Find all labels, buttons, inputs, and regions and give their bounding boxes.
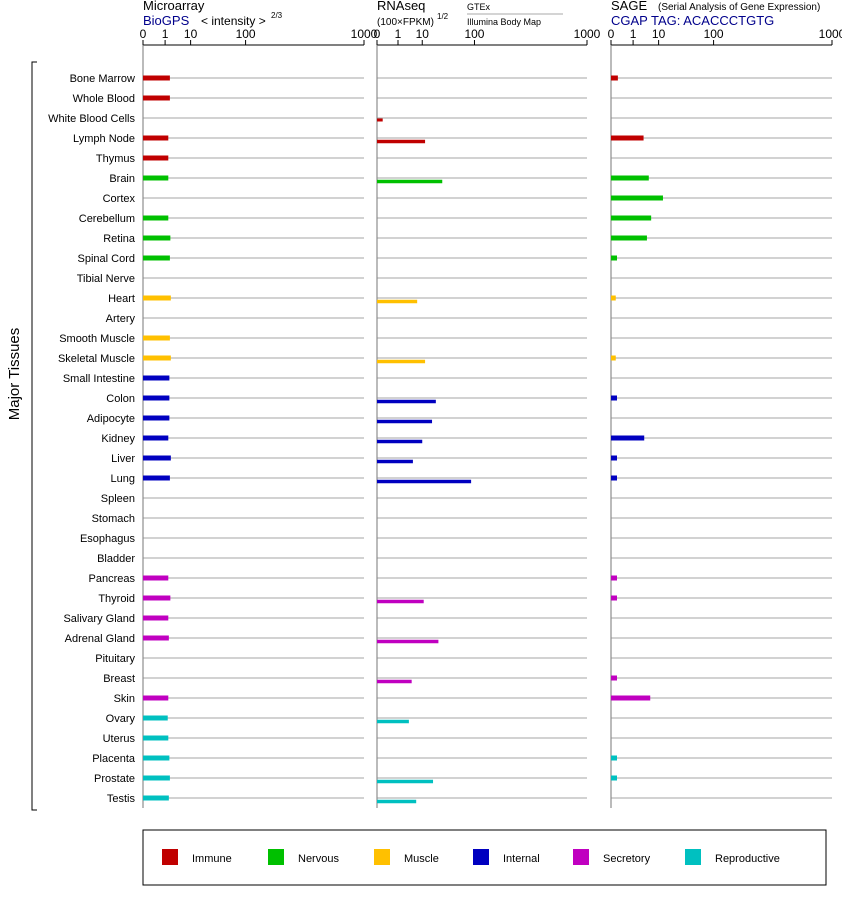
panel-source: BioGPS: [143, 13, 190, 28]
tissue-label: Spleen: [101, 493, 135, 505]
tissue-label: Smooth Muscle: [59, 333, 135, 345]
major-tissues-label: Major Tissues: [6, 328, 23, 421]
legend-swatch-nervous: [268, 849, 284, 865]
tissue-label: Pituitary: [95, 653, 135, 665]
tissue-label: Kidney: [101, 433, 135, 445]
tissue-label: White Blood Cells: [48, 113, 135, 125]
tissue-label: Skin: [114, 693, 135, 705]
tissue-label: Cortex: [103, 193, 136, 205]
x-tick-label: 1: [162, 27, 169, 41]
tissue-label: Lymph Node: [73, 133, 135, 145]
x-tick-label: 1: [395, 27, 402, 41]
tissue-label: Placenta: [92, 753, 136, 765]
panel-rnaseq: RNAseq (100×FPKM)1/2 GTEx Illumina Body Map…: [374, 0, 601, 808]
legend-label: Muscle: [404, 853, 439, 865]
x-tick-label: 1000: [351, 27, 378, 41]
tissue-label: Stomach: [92, 513, 135, 525]
tissue-label: Liver: [111, 453, 135, 465]
x-tick-label: 1000: [819, 27, 842, 41]
tissue-label: Spinal Cord: [78, 253, 135, 265]
tissue-label: Thyroid: [98, 593, 135, 605]
tissue-label: Thymus: [96, 153, 136, 165]
legend-label: Secretory: [603, 853, 651, 865]
scale-exponent: 2/3: [271, 11, 283, 20]
tissue-label: Pancreas: [89, 573, 136, 585]
panel-title: Microarray: [143, 0, 205, 13]
tissue-label: Bone Marrow: [70, 73, 135, 85]
legend-swatch-internal: [473, 849, 489, 865]
x-tick-label: 1000: [574, 27, 601, 41]
scale-label: (100×FPKM): [377, 17, 434, 28]
legend-swatch-reproductive: [685, 849, 701, 865]
source-gtex: GTEx: [467, 2, 491, 12]
legend-label: Immune: [192, 853, 232, 865]
tissue-label: Salivary Gland: [63, 613, 135, 625]
tissue-labels: Bone Marrow Whole Blood White Blood Cells L…: [48, 73, 136, 805]
panel-subtitle: (Serial Analysis of Gene Expression): [658, 2, 820, 13]
tissue-label: Uterus: [103, 733, 136, 745]
tissue-label: Testis: [107, 793, 136, 805]
x-tick-label: 100: [704, 27, 724, 41]
major-tissues-bracket: Major Tissues: [6, 61, 37, 811]
tissue-label: Prostate: [94, 773, 135, 785]
source-illumina: Illumina Body Map: [467, 17, 541, 27]
scale-label: < intensity >: [201, 14, 266, 28]
tissue-label: Bladder: [97, 553, 135, 565]
tissue-label: Artery: [106, 313, 136, 325]
tissue-label: Small Intestine: [63, 373, 135, 385]
x-tick-label: 0: [374, 27, 381, 41]
x-tick-label: 0: [140, 27, 147, 41]
tissue-label: Colon: [106, 393, 135, 405]
x-tick-label: 100: [236, 27, 256, 41]
tissue-label: Esophagus: [80, 533, 136, 545]
x-tick-label: 10: [416, 27, 430, 41]
legend-swatch-secretory: [573, 849, 589, 865]
x-tick-label: 10: [184, 27, 198, 41]
tissue-label: Heart: [108, 293, 135, 305]
panel-source: CGAP TAG: ACACCCTGTG: [611, 13, 774, 28]
legend-label: Internal: [503, 853, 540, 865]
tissue-label: Ovary: [106, 713, 136, 725]
tissue-label: Whole Blood: [73, 93, 135, 105]
tissue-label: Breast: [103, 673, 135, 685]
tissue-label: Cerebellum: [79, 213, 135, 225]
panel-sage: SAGE (Serial Analysis of Gene Expression)…: [608, 0, 842, 808]
tissue-label: Tibial Nerve: [77, 273, 135, 285]
x-tick-label: 10: [652, 27, 666, 41]
x-tick-label: 100: [464, 27, 484, 41]
tissue-label: Lung: [111, 473, 135, 485]
scale-exponent: 1/2: [437, 12, 449, 21]
tissue-label: Retina: [103, 233, 136, 245]
legend-box: [142, 829, 827, 886]
tissue-label: Skeletal Muscle: [58, 353, 135, 365]
legend: Immune Nervous Muscle Internal Secretory Repr…: [142, 829, 827, 886]
legend-swatch-muscle: [374, 849, 390, 865]
panel-title: SAGE: [611, 0, 647, 13]
legend-swatch-immune: [162, 849, 178, 865]
x-tick-label: 0: [608, 27, 615, 41]
legend-label: Reproductive: [715, 853, 780, 865]
x-tick-label: 1: [630, 27, 637, 41]
panel-title: RNAseq: [377, 0, 425, 13]
tissue-label: Adrenal Gland: [65, 633, 135, 645]
tissue-label: Adipocyte: [87, 413, 135, 425]
tissue-label: Brain: [109, 173, 135, 185]
legend-label: Nervous: [298, 853, 339, 865]
